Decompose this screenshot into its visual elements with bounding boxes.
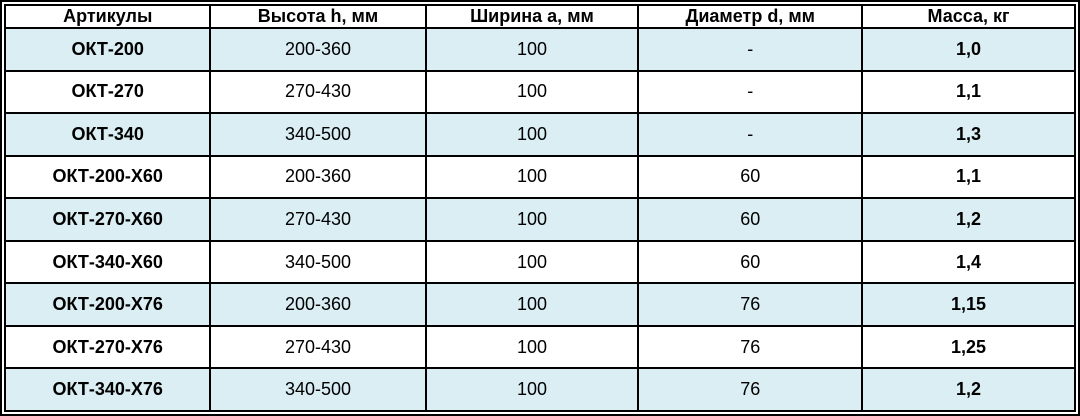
table-row: ОКТ-340-Х60 340-500 100 60 1,4 bbox=[3, 239, 1076, 285]
product-spec-table: Артикулы Высота h, мм Ширина a, мм Диаме… bbox=[3, 4, 1076, 412]
cell-mass: 1,3 bbox=[861, 112, 1076, 157]
cell-height: 340-500 bbox=[209, 239, 427, 285]
cell-width: 100 bbox=[424, 324, 640, 370]
cell-diameter: - bbox=[637, 112, 864, 157]
cell-width: 100 bbox=[424, 282, 640, 327]
cell-width: 100 bbox=[424, 27, 640, 72]
table-row: ОКТ-200-Х76 200-360 100 76 1,15 bbox=[3, 282, 1076, 327]
cell-article: ОКТ-200-Х60 bbox=[3, 154, 212, 200]
cell-height: 340-500 bbox=[209, 367, 427, 412]
cell-diameter: - bbox=[637, 27, 864, 72]
cell-mass: 1,15 bbox=[861, 282, 1076, 327]
header-row: Артикулы Высота h, мм Ширина a, мм Диаме… bbox=[3, 4, 1076, 29]
cell-width: 100 bbox=[424, 154, 640, 200]
cell-mass: 1,2 bbox=[861, 197, 1076, 242]
table-row: ОКТ-270 270-430 100-1,1 bbox=[3, 69, 1076, 115]
cell-article: ОКТ-200-Х76 bbox=[3, 282, 212, 327]
table-row: ОКТ-270-Х60 270-430 100 60 1,2 bbox=[3, 197, 1076, 242]
cell-article: ОКТ-270 bbox=[3, 69, 212, 115]
table-row: ОКТ-270-Х76 270-430 100 76 1,25 bbox=[3, 324, 1076, 370]
cell-article: ОКТ-200 bbox=[3, 27, 212, 72]
table-row: ОКТ-340 340-500 100-1,3 bbox=[3, 112, 1076, 157]
cell-height: 200-360 bbox=[209, 154, 427, 200]
cell-width: 100 bbox=[424, 197, 640, 242]
cell-height: 270-430 bbox=[209, 324, 427, 370]
cell-mass: 1,25 bbox=[861, 324, 1076, 370]
cell-diameter: 76 bbox=[637, 282, 864, 327]
cell-diameter: - bbox=[637, 69, 864, 115]
table-body: ОКТ-200 200-360 100-1,0 ОКТ-270 270-430 100-1… bbox=[3, 27, 1076, 412]
cell-diameter: 76 bbox=[637, 324, 864, 370]
cell-mass: 1,0 bbox=[861, 27, 1076, 72]
column-header-diameter: Диаметр d, мм bbox=[637, 4, 864, 29]
cell-diameter: 76 bbox=[637, 367, 864, 412]
table-row: ОКТ-340-Х76 340-500 100 76 1,2 bbox=[3, 367, 1076, 412]
cell-article: ОКТ-340-Х76 bbox=[3, 367, 212, 412]
column-header-width: Ширина a, мм bbox=[424, 4, 640, 29]
cell-diameter: 60 bbox=[637, 154, 864, 200]
cell-height: 200-360 bbox=[209, 27, 427, 72]
cell-article: ОКТ-270-Х60 bbox=[3, 197, 212, 242]
cell-mass: 1,1 bbox=[861, 69, 1076, 115]
cell-mass: 1,2 bbox=[861, 367, 1076, 412]
cell-width: 100 bbox=[424, 239, 640, 285]
table-row: ОКТ-200-Х60 200-360 100 60 1,1 bbox=[3, 154, 1076, 200]
cell-height: 270-430 bbox=[209, 197, 427, 242]
cell-width: 100 bbox=[424, 69, 640, 115]
cell-diameter: 60 bbox=[637, 197, 864, 242]
column-header-articles: Артикулы bbox=[3, 4, 212, 29]
table-row: ОКТ-200 200-360 100-1,0 bbox=[3, 27, 1076, 72]
cell-height: 340-500 bbox=[209, 112, 427, 157]
column-header-mass: Масса, кг bbox=[861, 4, 1076, 29]
cell-article: ОКТ-340 bbox=[3, 112, 212, 157]
cell-mass: 1,1 bbox=[861, 154, 1076, 200]
cell-height: 200-360 bbox=[209, 282, 427, 327]
cell-width: 100 bbox=[424, 367, 640, 412]
cell-mass: 1,4 bbox=[861, 239, 1076, 285]
cell-article: ОКТ-270-Х76 bbox=[3, 324, 212, 370]
cell-width: 100 bbox=[424, 112, 640, 157]
cell-diameter: 60 bbox=[637, 239, 864, 285]
cell-article: ОКТ-340-Х60 bbox=[3, 239, 212, 285]
cell-height: 270-430 bbox=[209, 69, 427, 115]
column-header-height: Высота h, мм bbox=[209, 4, 427, 29]
